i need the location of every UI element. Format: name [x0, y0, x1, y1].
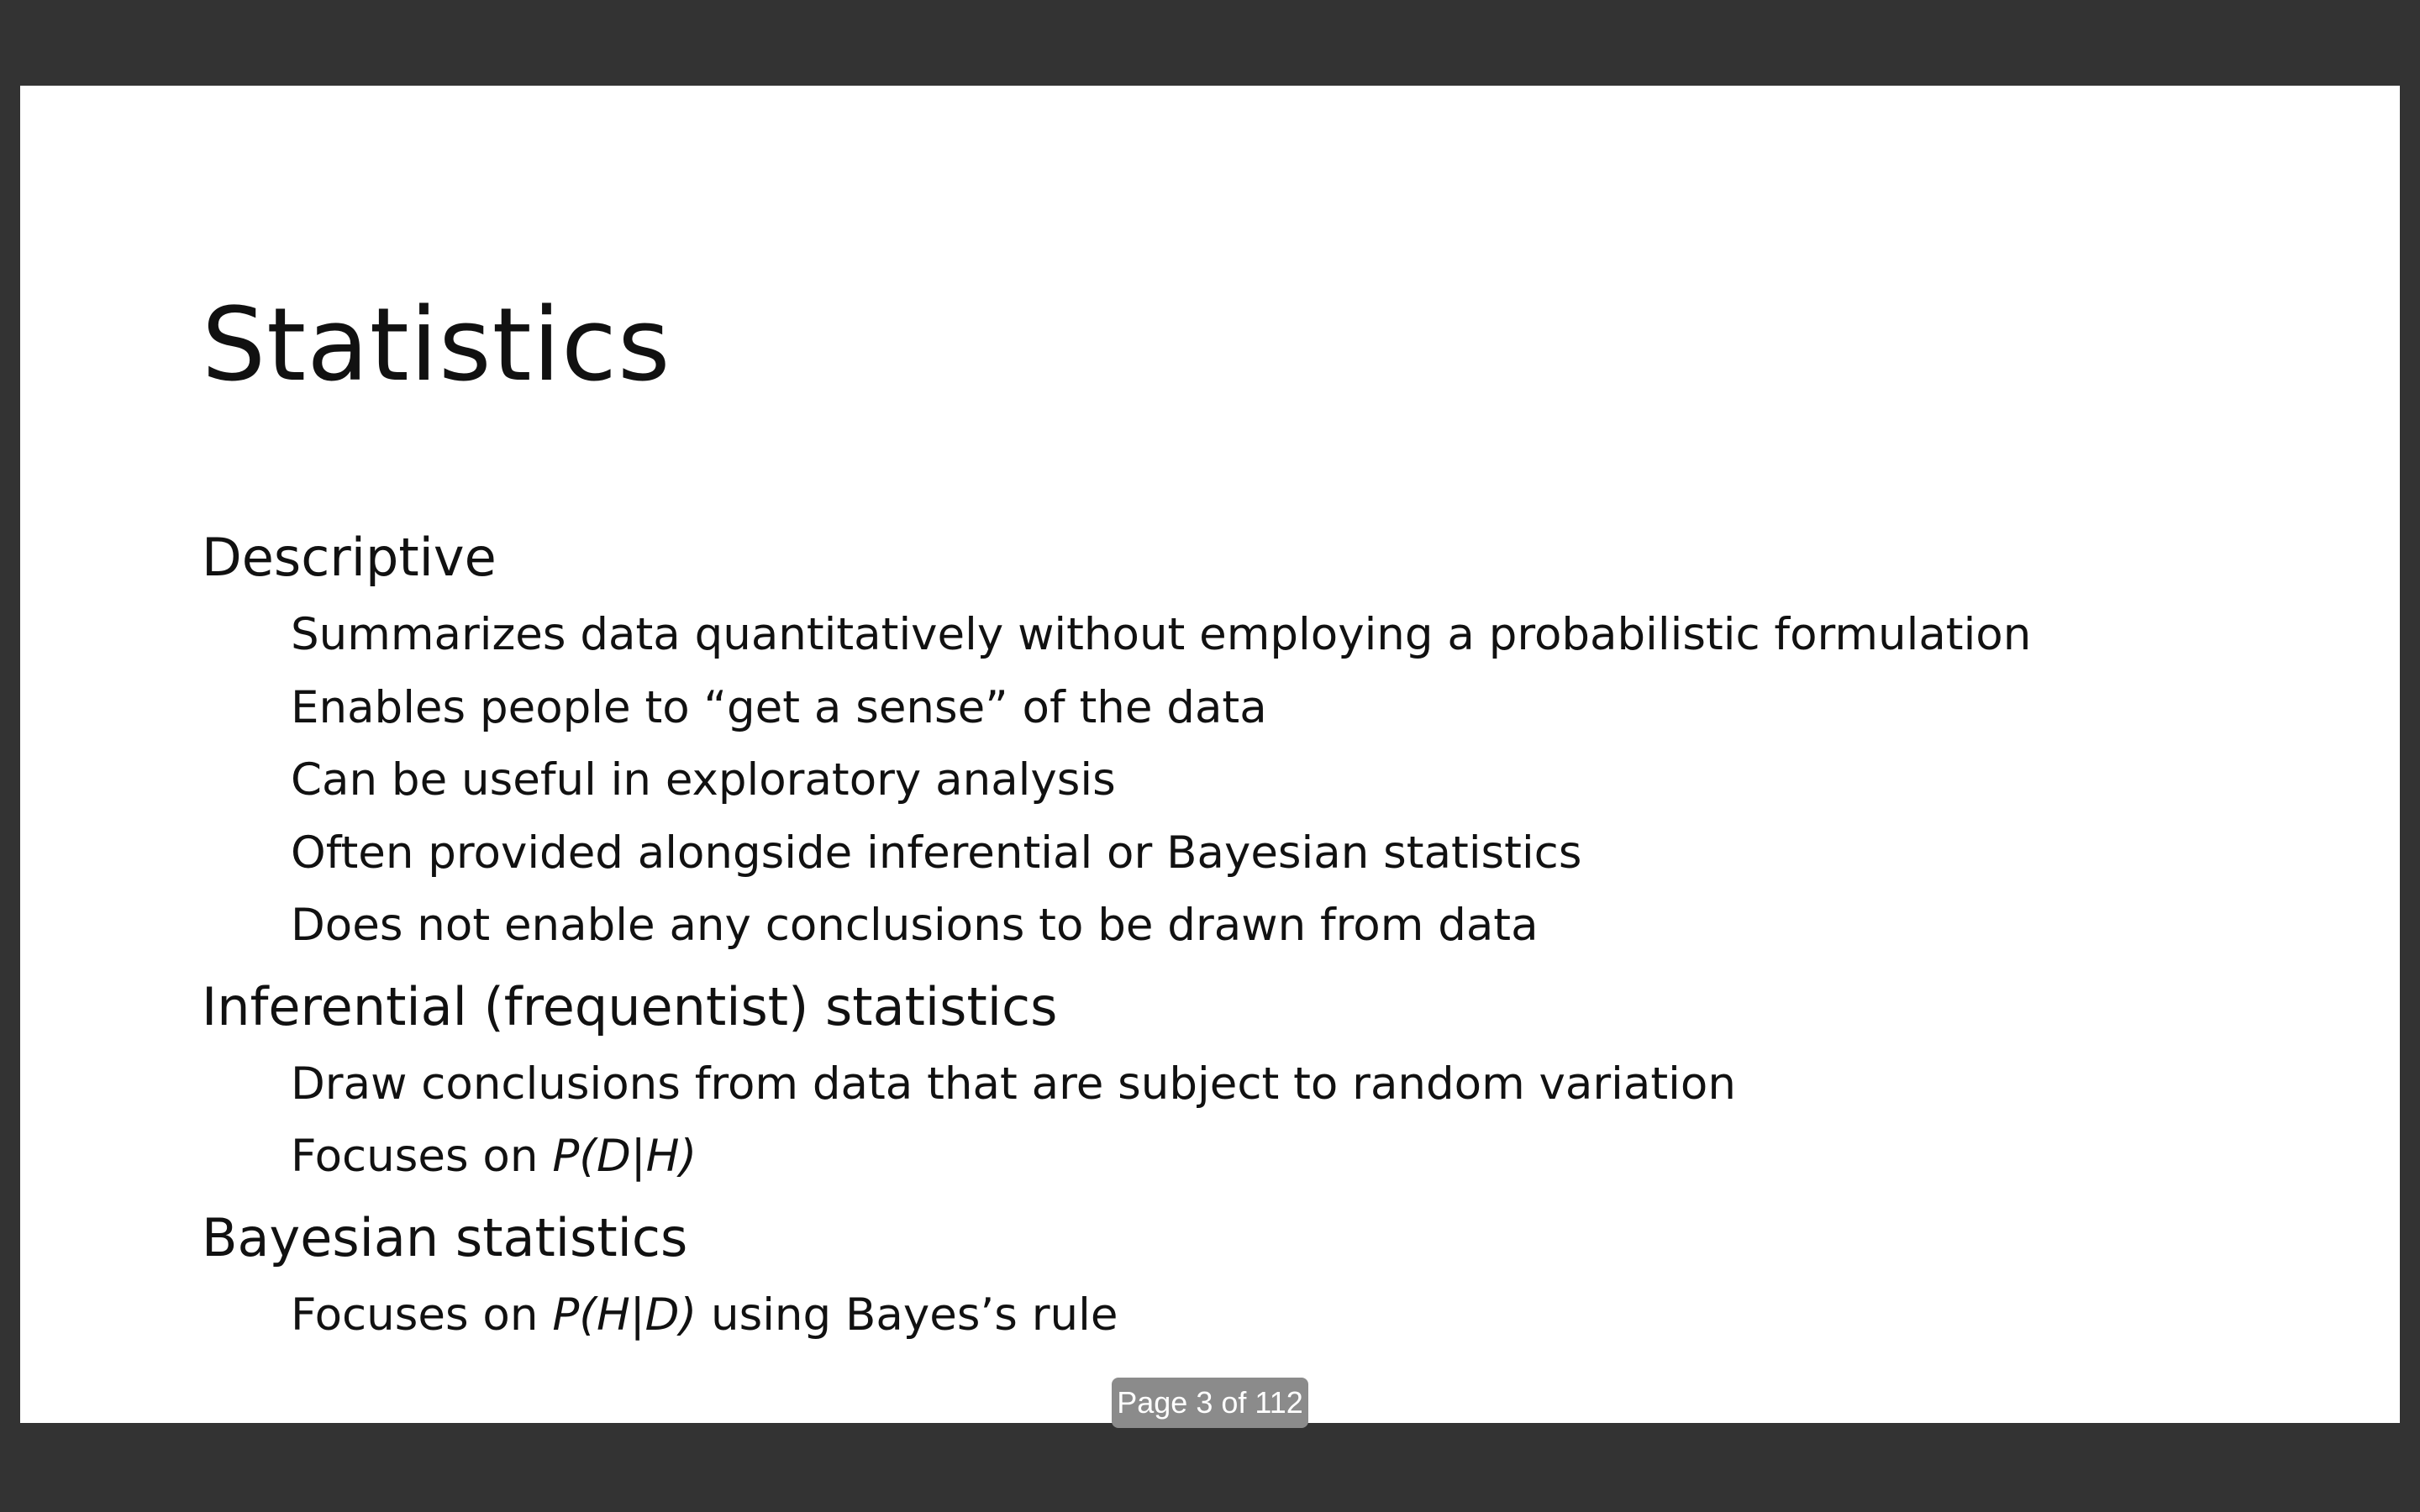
bullet-list: Draw conclusions from data that are subj…: [202, 1048, 2302, 1194]
list-item: Can be useful in exploratory analysis: [291, 754, 1116, 806]
math-expression: P(H|D): [552, 1289, 697, 1341]
section-heading: Descriptive: [202, 527, 497, 588]
list-item: Often provided alongside inferential or …: [291, 827, 1582, 879]
math-expression: P(D|H): [552, 1131, 697, 1182]
list-item: Does not enable any conclusions to be dr…: [291, 900, 1539, 951]
section-bayesian: Bayesian statistics Focuses on P(H|D) us…: [202, 1200, 2302, 1352]
section-heading: Bayesian statistics: [202, 1206, 688, 1268]
section-heading: Inferential (frequentist) statistics: [202, 975, 1058, 1037]
item-text: Focuses on: [291, 1289, 553, 1341]
list-item: Enables people to “get a sense” of the d…: [291, 681, 1267, 733]
slide-page: Statistics Descriptive Summarizes data q…: [20, 86, 2400, 1423]
item-text: using Bayes’s rule: [697, 1289, 1118, 1341]
page-indicator: Page 3 of 112: [1112, 1378, 1308, 1428]
bullet-list: Focuses on P(H|D) using Bayes’s rule: [202, 1279, 2302, 1352]
slide-content: Descriptive Summarizes data quantitative…: [202, 520, 2302, 1352]
list-item: Summarizes data quantitatively without e…: [291, 609, 2032, 660]
section-inferential: Inferential (frequentist) statistics Dra…: [202, 969, 2302, 1194]
list-item: Draw conclusions from data that are subj…: [291, 1058, 1736, 1110]
list-item: Focuses on P(D|H): [291, 1121, 2302, 1194]
item-text: Focuses on: [291, 1131, 553, 1182]
section-descriptive: Descriptive Summarizes data quantitative…: [202, 520, 2302, 963]
bullet-list: Summarizes data quantitatively without e…: [202, 599, 2302, 963]
slide-title: Statistics: [202, 287, 671, 404]
list-item: Focuses on P(H|D) using Bayes’s rule: [291, 1279, 2302, 1352]
